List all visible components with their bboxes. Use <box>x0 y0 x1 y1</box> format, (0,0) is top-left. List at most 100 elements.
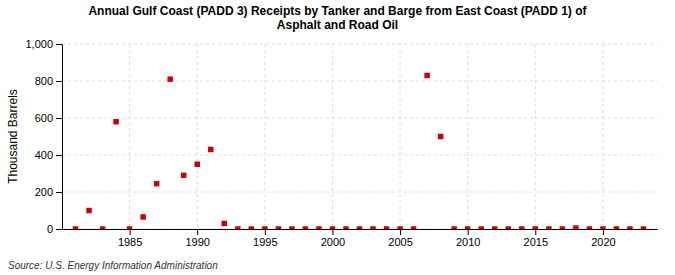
x-tick: 2015 <box>524 229 548 248</box>
x-tick-label: 2005 <box>388 236 412 248</box>
point <box>222 221 227 226</box>
point <box>478 226 483 229</box>
x-tick-label: 1985 <box>118 236 142 248</box>
point <box>357 226 362 229</box>
y-tick-mark <box>56 155 62 156</box>
y-grid-line <box>62 118 657 119</box>
y-tick-label: 400 <box>35 149 53 161</box>
x-grid-line <box>602 44 603 229</box>
y-tick-label: 600 <box>35 112 53 124</box>
x-axis: 1985 1990 1995 2000 2005 2010 2015 2020 <box>63 229 658 248</box>
point <box>330 226 335 229</box>
y-tick: 1,000 <box>25 38 62 50</box>
x-grid-line <box>332 44 333 229</box>
point <box>194 162 199 167</box>
point <box>424 73 429 78</box>
point <box>465 226 470 229</box>
y-tick-mark <box>56 81 62 82</box>
y-tick-label: 1,000 <box>25 38 53 50</box>
y-tick-mark <box>56 118 62 119</box>
y-grid-line <box>62 155 657 156</box>
x-grid-line <box>264 44 265 229</box>
point <box>438 134 443 139</box>
y-tick-mark <box>56 229 62 230</box>
point <box>641 226 646 229</box>
y-tick: 200 <box>35 186 62 198</box>
point <box>262 226 267 229</box>
y-tick-label: 200 <box>35 186 53 198</box>
point <box>560 226 565 229</box>
x-tick-label: 2020 <box>591 236 615 248</box>
x-tick-mark <box>197 229 198 235</box>
x-tick-label: 2010 <box>456 236 480 248</box>
x-tick-mark <box>265 229 266 235</box>
point <box>235 226 240 229</box>
point <box>276 226 281 229</box>
y-tick-mark <box>56 192 62 193</box>
x-tick: 1985 <box>118 229 142 248</box>
point <box>587 226 592 229</box>
x-tick-label: 1990 <box>185 236 209 248</box>
point <box>167 76 172 81</box>
point <box>140 214 145 219</box>
point <box>492 226 497 229</box>
y-grid-line <box>62 81 657 82</box>
x-grid-line <box>535 44 536 229</box>
y-grid-line <box>62 44 657 45</box>
y-axis: 0 200 400 600 800 1,000 <box>25 38 62 235</box>
x-tick: 1995 <box>253 229 277 248</box>
y-tick: 400 <box>35 149 62 161</box>
grid <box>62 44 657 229</box>
y-axis-line <box>62 45 63 230</box>
point <box>573 225 578 229</box>
point <box>519 226 524 229</box>
chart-svg: 1985 1990 1995 2000 2005 2010 2015 2020 0 200 400 6… <box>0 0 675 275</box>
x-axis-line <box>63 229 658 230</box>
x-tick-mark <box>130 229 131 235</box>
y-tick: 0 <box>47 223 62 235</box>
point <box>343 226 348 229</box>
x-tick-mark <box>535 229 536 235</box>
x-tick: 2000 <box>321 229 345 248</box>
plot-area: 1985 1990 1995 2000 2005 2010 2015 2020 0 200 400 6… <box>25 38 657 248</box>
x-tick-label: 1995 <box>253 236 277 248</box>
x-tick-mark <box>400 229 401 235</box>
x-tick-label: 2015 <box>524 236 548 248</box>
x-tick: 2005 <box>388 229 412 248</box>
x-tick-mark <box>468 229 469 235</box>
point <box>113 119 118 124</box>
x-tick: 2020 <box>591 229 615 248</box>
point <box>397 226 402 229</box>
source-note: Source: U.S. Energy Information Administ… <box>8 260 218 271</box>
y-tick: 600 <box>35 112 62 124</box>
title-line: Asphalt and Road Oil <box>277 18 398 32</box>
point <box>370 226 375 229</box>
x-tick-mark <box>332 229 333 235</box>
x-tick-label: 2000 <box>321 236 345 248</box>
y-axis-title: Thousand Barrels <box>6 89 20 184</box>
y-tick-mark <box>56 44 62 45</box>
point <box>614 226 619 229</box>
point <box>289 226 294 229</box>
point <box>411 226 416 229</box>
marks <box>73 73 646 229</box>
point <box>303 226 308 229</box>
x-tick: 1990 <box>185 229 209 248</box>
title-line: Annual Gulf Coast (PADD 3) Receipts by T… <box>88 4 587 18</box>
point <box>127 226 132 229</box>
y-tick: 800 <box>35 75 62 87</box>
y-tick-label: 800 <box>35 75 53 87</box>
point <box>249 226 254 229</box>
x-grid-line <box>129 44 130 229</box>
chart-container: 1985 1990 1995 2000 2005 2010 2015 2020 0 200 400 6… <box>0 0 675 275</box>
point <box>86 208 91 213</box>
x-tick: 2010 <box>456 229 480 248</box>
y-tick-label: 0 <box>47 223 53 235</box>
x-grid-line <box>197 44 198 229</box>
y-grid-line <box>62 192 657 193</box>
point <box>208 147 213 152</box>
x-tick-mark <box>603 229 604 235</box>
point <box>506 226 511 229</box>
point <box>181 173 186 178</box>
x-grid-line <box>400 44 401 229</box>
